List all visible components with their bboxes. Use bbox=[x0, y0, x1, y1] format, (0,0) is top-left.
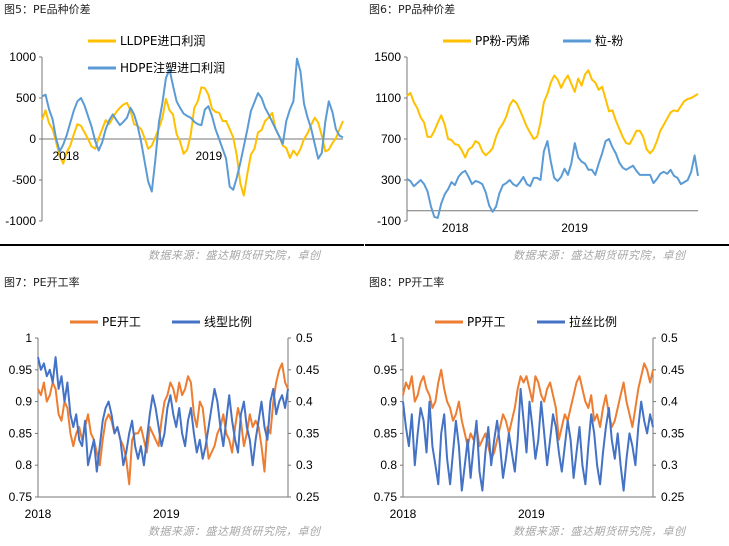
y-tick-label: 0.8 bbox=[15, 458, 32, 472]
y-tick-label: 1500 bbox=[374, 50, 401, 64]
y-tick-label: 1000 bbox=[9, 50, 36, 64]
y-tick-label: 0.75 bbox=[374, 490, 398, 504]
chart-panel-fig8: 图8：PP开工率 0.75 0.8 0.85 0.9 0.95 1 0.25 0.3 0.35 0… bbox=[365, 273, 729, 546]
y-tick-label: 300 bbox=[381, 173, 401, 187]
x-tick-label: 2019 bbox=[153, 507, 180, 521]
chart-plot-fig5: -1000 -500 0 500 1000 2018 2019 LLDPE进口利润 HDPE注塑… bbox=[5, 34, 344, 228]
legend-label: LLDPE进口利润 bbox=[120, 34, 205, 48]
series-line bbox=[402, 387, 654, 492]
legend-label: 拉丝比例 bbox=[569, 314, 617, 329]
y2-tick-label: 0.3 bbox=[296, 458, 313, 472]
source-note: 数据来源：盛达期货研究院，卓创 bbox=[148, 525, 321, 538]
source-note: 数据来源：盛达期货研究院，卓创 bbox=[148, 249, 321, 262]
y-tick-label: 0.9 bbox=[380, 395, 397, 409]
chart-title: 图5：PE品种价差 bbox=[4, 3, 91, 16]
y2-tick-label: 0.45 bbox=[661, 363, 685, 377]
series-line bbox=[41, 57, 344, 193]
y-tick-label: 0.8 bbox=[380, 458, 397, 472]
legend-label: 线型比例 bbox=[204, 315, 252, 329]
y-tick-label: 700 bbox=[381, 132, 401, 146]
y2-tick-label: 0.5 bbox=[661, 331, 678, 345]
y2-tick-label: 0.5 bbox=[296, 331, 313, 345]
x-tick-label: 2018 bbox=[53, 149, 80, 163]
y2-tick-label: 0.4 bbox=[661, 395, 678, 409]
y2-tick-label: 0.25 bbox=[296, 490, 320, 504]
y-tick-label: 0.95 bbox=[374, 363, 398, 377]
chart-panel-fig5: 图5：PE品种价差 -1000 -500 0 500 1000 2018 2019 LLDPE… bbox=[0, 0, 364, 273]
chart-title: 图8：PP开工率 bbox=[369, 276, 445, 289]
chart-title: 图7：PE开工率 bbox=[4, 276, 80, 289]
y-tick-label: 0.95 bbox=[9, 363, 33, 377]
y-tick-label: -100 bbox=[377, 214, 401, 228]
x-tick-label: 2018 bbox=[25, 507, 52, 521]
y-tick-label: 500 bbox=[16, 91, 36, 105]
y2-tick-label: 0.35 bbox=[296, 426, 320, 440]
x-tick-label: 2019 bbox=[196, 149, 223, 163]
legend-label: PP开工 bbox=[467, 315, 505, 329]
y-tick-label: 1100 bbox=[375, 91, 401, 105]
chart-plot-fig7: 0.75 0.8 0.85 0.9 0.95 1 0.25 0.3 0.35 0.4 0.45 0.5… bbox=[9, 315, 320, 521]
chart-plot-fig8: 0.75 0.8 0.85 0.9 0.95 1 0.25 0.3 0.35 0.4 0.45 0.5… bbox=[374, 314, 685, 521]
y-tick-label: 0.85 bbox=[374, 426, 398, 440]
panel-divider bbox=[365, 244, 729, 246]
source-note: 数据来源：盛达期货研究院，卓创 bbox=[513, 525, 686, 538]
y-tick-label: -500 bbox=[12, 173, 36, 187]
y2-tick-label: 0.4 bbox=[296, 395, 313, 409]
y2-tick-label: 0.3 bbox=[661, 458, 678, 472]
y2-tick-label: 0.25 bbox=[661, 490, 685, 504]
x-tick-label: 2019 bbox=[561, 221, 588, 235]
x-tick-label: 2019 bbox=[518, 507, 545, 521]
y-tick-label: 1 bbox=[390, 331, 397, 345]
series-line bbox=[41, 86, 344, 197]
legend-label: PP粉-丙烯 bbox=[475, 34, 530, 48]
y-tick-label: 0.9 bbox=[15, 395, 32, 409]
y-tick-label: 0.85 bbox=[9, 426, 33, 440]
x-tick-label: 2018 bbox=[442, 221, 469, 235]
series-line bbox=[406, 138, 699, 219]
x-tick-label: 2018 bbox=[390, 507, 417, 521]
panel-divider bbox=[0, 244, 364, 246]
chart-title: 图6：PP品种价差 bbox=[369, 3, 456, 16]
y-tick-label: 0.75 bbox=[9, 490, 33, 504]
series-line bbox=[37, 362, 289, 486]
series-line bbox=[406, 69, 699, 159]
chart-plot-fig6: -100 300 700 1100 1500 2018 2019 PP粉-丙烯 粒-粉 bbox=[374, 33, 699, 235]
y-tick-label: 1 bbox=[25, 331, 32, 345]
y-tick-label: -1000 bbox=[5, 214, 36, 228]
legend-label: HDPE注塑进口利润 bbox=[120, 60, 225, 75]
series-line bbox=[37, 356, 289, 473]
y2-tick-label: 0.35 bbox=[661, 426, 685, 440]
legend-label: 粒-粉 bbox=[595, 33, 623, 48]
chart-panel-fig6: 图6：PP品种价差 -100 300 700 1100 1500 2018 2019 PP粉-… bbox=[365, 0, 729, 273]
y-tick-label: 0 bbox=[29, 132, 36, 146]
source-note: 数据来源：盛达期货研究院，卓创 bbox=[513, 249, 686, 262]
chart-panel-fig7: 图7：PE开工率 0.75 0.8 0.85 0.9 0.95 1 0.25 0.3 0.35 0… bbox=[0, 273, 364, 546]
y2-tick-label: 0.45 bbox=[296, 363, 320, 377]
legend-label: PE开工 bbox=[102, 315, 141, 329]
